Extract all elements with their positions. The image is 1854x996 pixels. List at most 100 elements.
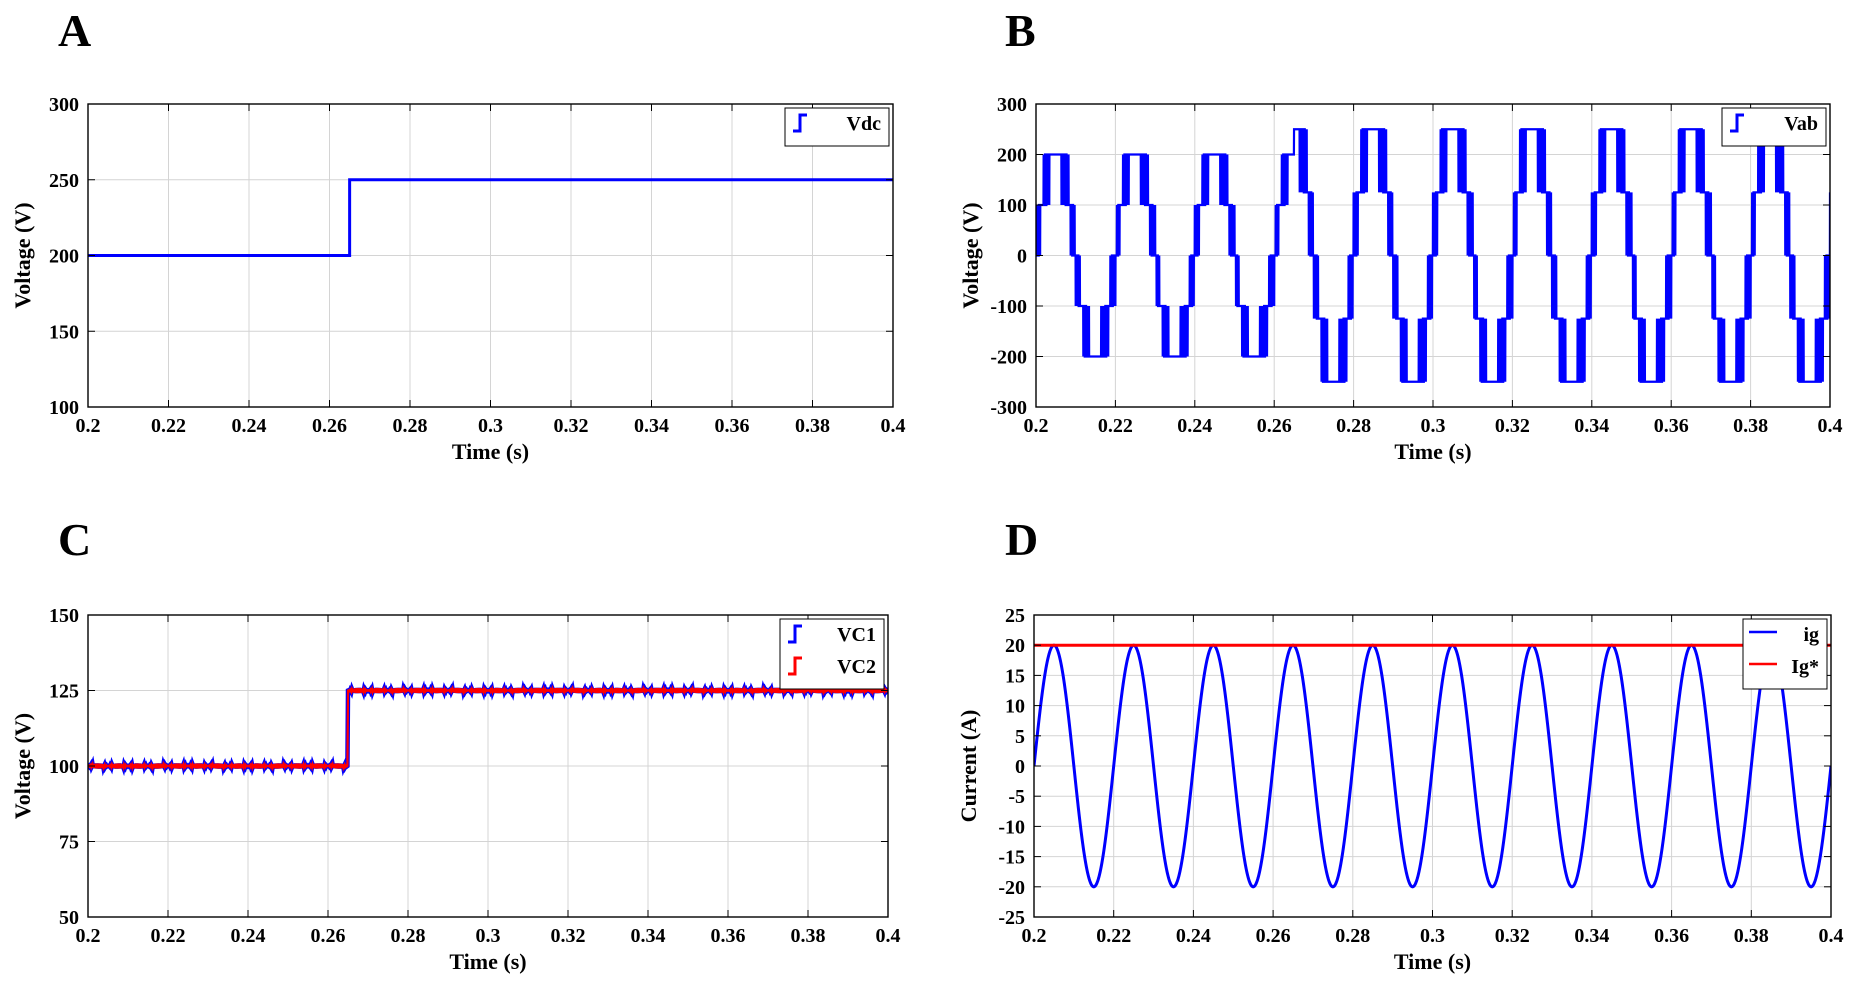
x-tick-label: 0.2 bbox=[1024, 415, 1049, 437]
x-tick-label: 0.24 bbox=[231, 925, 266, 947]
x-tick-label: 0.38 bbox=[1734, 925, 1769, 947]
x-tick-label: 0.36 bbox=[715, 415, 750, 437]
x-tick-label: 0.38 bbox=[1733, 415, 1768, 437]
y-tick-label: 25 bbox=[1005, 605, 1025, 627]
x-tick-label: 0.36 bbox=[711, 925, 746, 947]
y-tick-label: 15 bbox=[1005, 665, 1025, 687]
x-tick-label: 0.3 bbox=[478, 415, 503, 437]
legend-box bbox=[779, 618, 885, 690]
panel-letter: A bbox=[58, 5, 91, 56]
y-tick-label: 100 bbox=[997, 195, 1027, 217]
y-tick-label: -15 bbox=[998, 847, 1025, 869]
legend-box bbox=[1742, 618, 1828, 690]
x-axis-label: Time (s) bbox=[1394, 439, 1471, 464]
legend: Vab bbox=[1721, 107, 1827, 147]
x-tick-label: 0.22 bbox=[151, 415, 186, 437]
chart-panel-d: D 0.2 0.22 0.24 0.26 0.28 0.3 0.32 0.34 0.36 0.38 0… bbox=[956, 514, 1844, 974]
x-tick-label: 0.22 bbox=[1098, 415, 1133, 437]
y-tick-label: -20 bbox=[998, 877, 1025, 899]
chart-panel-b: B 0.2 0.22 0.24 0.26 0.28 0.3 0.32 0.34 0.36 0.38 0… bbox=[958, 5, 1843, 464]
x-tick-label: 0.32 bbox=[1495, 925, 1530, 947]
y-tick-label: 200 bbox=[997, 145, 1027, 167]
x-tick-label: 0.22 bbox=[1096, 925, 1131, 947]
legend-entry: VC1 bbox=[837, 624, 876, 646]
legend-swatch bbox=[793, 113, 807, 133]
x-tick-label: 0.34 bbox=[631, 925, 666, 947]
x-tick-label: 0.28 bbox=[1336, 415, 1371, 437]
y-tick-label: 125 bbox=[49, 681, 79, 703]
x-tick-label: 0.34 bbox=[1574, 925, 1609, 947]
y-tick-label: -200 bbox=[990, 347, 1027, 369]
legend-entry: VC2 bbox=[837, 656, 876, 678]
x-tick-label: 0.36 bbox=[1654, 415, 1689, 437]
x-tick-label: 0.26 bbox=[312, 415, 347, 437]
y-tick-label: 5 bbox=[1015, 726, 1025, 748]
x-tick-label: 0.24 bbox=[1177, 415, 1212, 437]
legend-swatch bbox=[1730, 113, 1744, 133]
y-tick-label: -25 bbox=[998, 907, 1025, 929]
x-tick-label: 0.2 bbox=[1022, 925, 1047, 947]
x-axis-label: Time (s) bbox=[1394, 949, 1471, 974]
x-tick-label: 0.28 bbox=[391, 925, 426, 947]
series-line-vdc bbox=[88, 178, 893, 257]
x-tick-label: 0.38 bbox=[795, 415, 830, 437]
legend-entry: ig bbox=[1803, 624, 1819, 646]
x-tick-label: 0.32 bbox=[551, 925, 586, 947]
panel-letter: C bbox=[58, 514, 91, 565]
chart-panel-a: A 0.2 0.22 0.24 0.26 0.28 0.3 0.32 0.34 0.36 0.38 0… bbox=[10, 5, 906, 464]
x-tick-label: 0.3 bbox=[476, 925, 501, 947]
x-axis-label: Time (s) bbox=[452, 439, 529, 464]
legend-entry: Vab bbox=[1784, 113, 1818, 135]
x-tick-label: 0.24 bbox=[1176, 925, 1211, 947]
y-tick-label: 10 bbox=[1005, 696, 1025, 718]
y-axis-label: Voltage (V) bbox=[10, 202, 35, 308]
x-tick-label: 0.34 bbox=[634, 415, 669, 437]
x-tick-label: 0.26 bbox=[311, 925, 346, 947]
y-tick-label: -5 bbox=[1008, 786, 1025, 808]
legend: ig Ig* bbox=[1742, 618, 1828, 690]
y-tick-label: 50 bbox=[59, 907, 79, 929]
x-axis-label: Time (s) bbox=[449, 949, 526, 974]
y-tick-label: -300 bbox=[990, 397, 1027, 419]
x-tick-label: 0.34 bbox=[1574, 415, 1609, 437]
legend-swatch bbox=[788, 656, 802, 676]
series-line-ig bbox=[1034, 643, 1831, 889]
y-tick-label: -10 bbox=[998, 816, 1025, 838]
x-tick-label: 0.24 bbox=[232, 415, 267, 437]
y-tick-label: 300 bbox=[49, 94, 79, 116]
y-axis-label: Voltage (V) bbox=[958, 202, 983, 308]
y-tick-label: 0 bbox=[1017, 246, 1027, 268]
y-tick-label: 300 bbox=[997, 94, 1027, 116]
y-tick-label: 200 bbox=[49, 246, 79, 268]
y-axis-label: Voltage (V) bbox=[10, 713, 35, 819]
series-line-vab bbox=[1036, 128, 1830, 383]
x-tick-label: 0.3 bbox=[1421, 415, 1446, 437]
x-tick-label: 0.28 bbox=[1335, 925, 1370, 947]
legend-entry: Vdc bbox=[847, 113, 882, 135]
x-tick-label: 0.32 bbox=[554, 415, 589, 437]
y-tick-label: 75 bbox=[59, 832, 79, 854]
x-tick-label: 0.3 bbox=[1420, 925, 1445, 947]
x-tick-label: 0.4 bbox=[1818, 415, 1843, 437]
x-tick-label: 0.38 bbox=[791, 925, 826, 947]
x-tick-label: 0.32 bbox=[1495, 415, 1530, 437]
y-tick-label: 150 bbox=[49, 605, 79, 627]
series-line-vc2 bbox=[88, 684, 888, 772]
y-tick-label: 100 bbox=[49, 756, 79, 778]
x-tick-label: 0.26 bbox=[1256, 925, 1291, 947]
x-tick-label: 0.22 bbox=[151, 925, 186, 947]
legend-entry: Ig* bbox=[1791, 656, 1819, 678]
y-tick-label: -100 bbox=[990, 296, 1027, 318]
legend: Vdc bbox=[784, 107, 890, 147]
y-tick-label: 0 bbox=[1015, 756, 1025, 778]
x-tick-label: 0.4 bbox=[881, 415, 906, 437]
x-tick-label: 0.26 bbox=[1257, 415, 1292, 437]
y-tick-label: 150 bbox=[49, 321, 79, 343]
legend-swatch bbox=[788, 624, 802, 644]
x-tick-label: 0.4 bbox=[1819, 925, 1844, 947]
panel-letter: D bbox=[1005, 514, 1038, 565]
x-tick-label: 0.28 bbox=[393, 415, 428, 437]
y-tick-label: 100 bbox=[49, 397, 79, 419]
